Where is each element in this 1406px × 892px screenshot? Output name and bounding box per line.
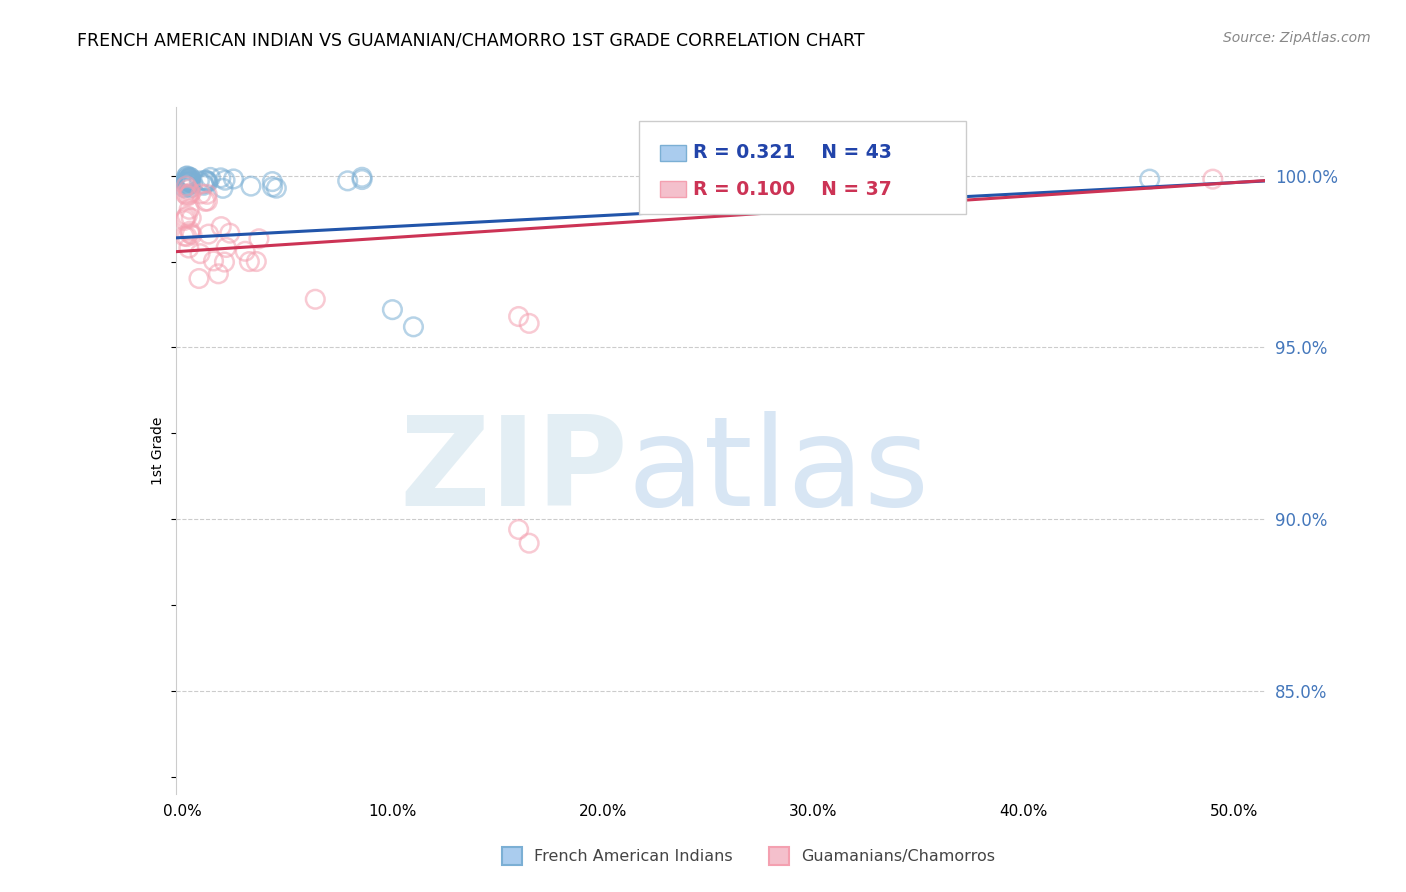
Text: Guamanians/Chamorros: Guamanians/Chamorros	[801, 849, 995, 863]
Text: FRENCH AMERICAN INDIAN VS GUAMANIAN/CHAMORRO 1ST GRADE CORRELATION CHART: FRENCH AMERICAN INDIAN VS GUAMANIAN/CHAM…	[77, 31, 865, 49]
Bar	[502, 847, 522, 865]
Point	[194, 194, 217, 209]
Point	[350, 170, 373, 185]
Point	[181, 227, 204, 242]
Point	[381, 302, 404, 317]
Point	[1202, 172, 1225, 186]
Point	[238, 254, 260, 268]
Point	[173, 229, 195, 244]
Point	[179, 186, 201, 200]
Point	[180, 211, 202, 225]
Point	[262, 179, 284, 194]
Point	[174, 211, 197, 225]
Bar	[769, 847, 789, 865]
Point	[508, 523, 530, 537]
Point	[177, 182, 200, 196]
Text: atlas: atlas	[628, 410, 931, 532]
Point	[176, 209, 198, 223]
Point	[174, 175, 197, 189]
Point	[262, 175, 284, 189]
Text: Source: ZipAtlas.com: Source: ZipAtlas.com	[1223, 31, 1371, 45]
Point	[1139, 172, 1161, 186]
Point	[176, 176, 198, 190]
Point	[197, 174, 219, 188]
Point	[197, 194, 219, 208]
Point	[177, 179, 200, 194]
Point	[195, 187, 218, 202]
Text: R = 0.321    N = 43: R = 0.321 N = 43	[693, 144, 893, 162]
Point	[174, 179, 197, 194]
Point	[176, 169, 198, 184]
Point	[176, 229, 198, 244]
Point	[336, 174, 359, 188]
Point	[233, 244, 256, 259]
Point	[179, 175, 201, 189]
Point	[176, 169, 198, 183]
Point	[202, 254, 225, 268]
Point	[222, 172, 245, 186]
Point	[179, 174, 201, 188]
Point	[193, 178, 215, 193]
Point	[517, 536, 540, 550]
Point	[352, 172, 374, 186]
Point	[179, 172, 201, 186]
Text: ZIP: ZIP	[399, 410, 628, 532]
Point	[194, 173, 217, 187]
Point	[181, 177, 204, 191]
Point	[174, 187, 197, 202]
Point	[209, 219, 232, 234]
Point	[179, 181, 201, 195]
Point	[214, 173, 236, 187]
Point	[176, 189, 198, 203]
Point	[508, 310, 530, 324]
Point	[177, 241, 200, 255]
Point	[247, 232, 270, 246]
Point	[190, 186, 212, 201]
Point	[179, 227, 201, 241]
FancyBboxPatch shape	[659, 145, 686, 161]
Point	[188, 174, 211, 188]
Point	[177, 172, 200, 186]
Point	[173, 213, 195, 227]
Point	[209, 170, 232, 185]
Point	[517, 317, 540, 331]
Point	[174, 172, 197, 186]
Point	[194, 173, 217, 187]
Point	[197, 176, 219, 190]
Point	[179, 224, 201, 238]
Point	[188, 246, 211, 260]
Point	[177, 174, 200, 188]
Point	[197, 227, 219, 241]
Point	[174, 178, 197, 192]
Point	[215, 240, 238, 254]
Text: French American Indians: French American Indians	[534, 849, 733, 863]
Point	[193, 177, 215, 191]
Point	[218, 226, 240, 240]
Point	[212, 181, 235, 195]
Point	[179, 202, 201, 217]
Point	[214, 255, 236, 269]
Point	[173, 181, 195, 195]
Point	[402, 319, 425, 334]
FancyBboxPatch shape	[638, 120, 966, 213]
Y-axis label: 1st Grade: 1st Grade	[152, 417, 166, 484]
FancyBboxPatch shape	[659, 181, 686, 197]
Point	[907, 172, 929, 186]
Point	[200, 170, 222, 185]
Point	[176, 171, 198, 186]
Text: R = 0.100    N = 37: R = 0.100 N = 37	[693, 180, 891, 199]
Point	[188, 271, 211, 285]
Point	[177, 178, 200, 193]
Point	[207, 267, 229, 281]
Point	[177, 174, 200, 188]
Point	[179, 170, 201, 185]
Point	[266, 181, 288, 195]
Point	[179, 170, 201, 185]
Point	[245, 254, 267, 268]
Point	[174, 176, 197, 190]
Point	[304, 292, 326, 306]
Point	[240, 179, 263, 194]
Point	[177, 187, 200, 202]
